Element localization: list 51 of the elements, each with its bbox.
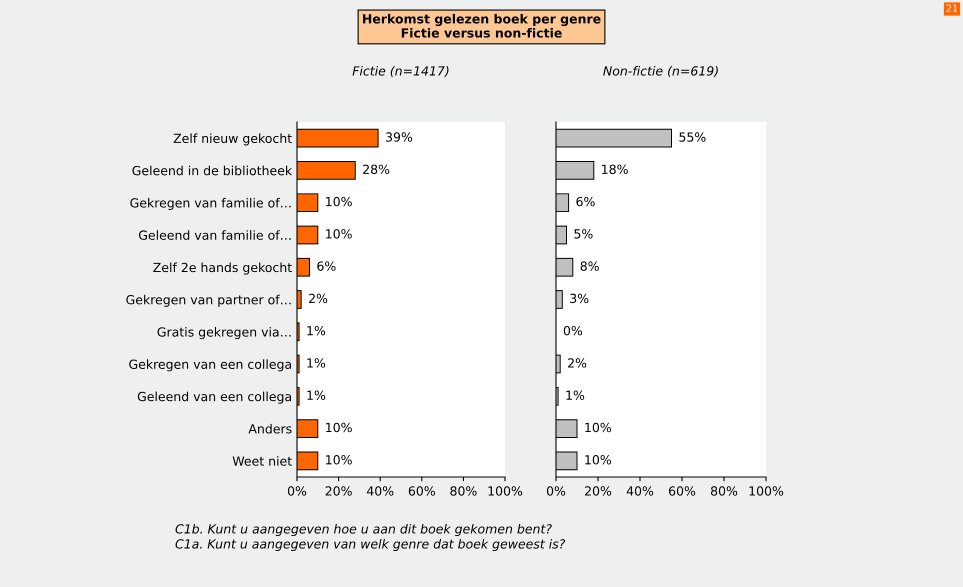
x-tick-label: 100% — [750, 486, 784, 496]
y-tick-label: Zelf nieuw gekocht — [174, 133, 292, 146]
data-label: 1% — [307, 390, 326, 400]
y-tick-label: Geleend in de bibliotheek — [132, 166, 292, 176]
chart-subtitle: Fictie (n=1417) — [352, 66, 448, 78]
x-tick-label: 100% — [488, 486, 522, 496]
x-tick-label: 40% — [366, 486, 394, 496]
data-label: 6% — [576, 196, 595, 206]
x-tick-label: 40% — [626, 486, 654, 496]
data-label: 6% — [317, 261, 336, 271]
y-tick-label: Geleend van een collega — [138, 392, 291, 404]
data-label: 10% — [585, 455, 612, 464]
data-label: 1% — [307, 326, 326, 336]
x-tick-label: 0% — [546, 486, 566, 496]
x-tick-label: 60% — [408, 486, 435, 496]
y-tick-label: Gratis gekregen via… — [158, 327, 291, 340]
data-label: 39% — [386, 132, 412, 142]
x-tick-label: 60% — [668, 486, 696, 496]
data-label: 1% — [307, 358, 326, 368]
y-tick-label: Weet niet — [232, 456, 292, 466]
y-tick-label: Zelf 2e hands gekocht — [153, 262, 292, 275]
data-label: 2% — [309, 294, 328, 304]
data-label: 1% — [566, 390, 584, 400]
text: 21 — [946, 4, 958, 12]
text: C1b. Kunt u aangegeven hoe u aan dit boek gekomen bent? — [176, 524, 552, 536]
text: C1a. Kunt u aangegeven van welk genre dat boek geweest is? — [176, 538, 566, 552]
x-tick-label: 20% — [585, 486, 612, 496]
x-tick-label: 80% — [450, 486, 477, 496]
data-label: 10% — [326, 229, 352, 239]
y-tick-label: Geleend van familie of… — [138, 230, 291, 240]
data-label: 28% — [363, 164, 390, 174]
y-tick-label: Gekregen van familie of… — [130, 198, 291, 210]
data-label: 10% — [326, 196, 352, 206]
data-label: 2% — [568, 358, 586, 368]
x-tick-label: 0% — [288, 486, 306, 496]
x-tick-label: 20% — [326, 486, 352, 496]
data-label: 3% — [570, 294, 588, 304]
data-label: 55% — [679, 132, 706, 142]
y-tick-label: Anders — [248, 424, 292, 434]
chart-title: Herkomst gelezen boek per genre Fictie versus non-fictie — [363, 14, 601, 38]
data-label: 8% — [580, 261, 599, 271]
data-label: 10% — [326, 422, 352, 432]
data-label: 0% — [564, 326, 582, 336]
y-tick-label: Gekregen van partner of… — [126, 294, 291, 307]
chart-subtitle: Non-fictie (n=619) — [603, 66, 718, 78]
data-label: 18% — [602, 164, 628, 174]
data-label: 5% — [574, 229, 593, 239]
data-label: 10% — [326, 455, 352, 464]
data-label: 10% — [585, 422, 612, 432]
y-tick-label: Gekregen van een collega — [129, 359, 291, 372]
x-tick-label: 80% — [710, 486, 738, 496]
